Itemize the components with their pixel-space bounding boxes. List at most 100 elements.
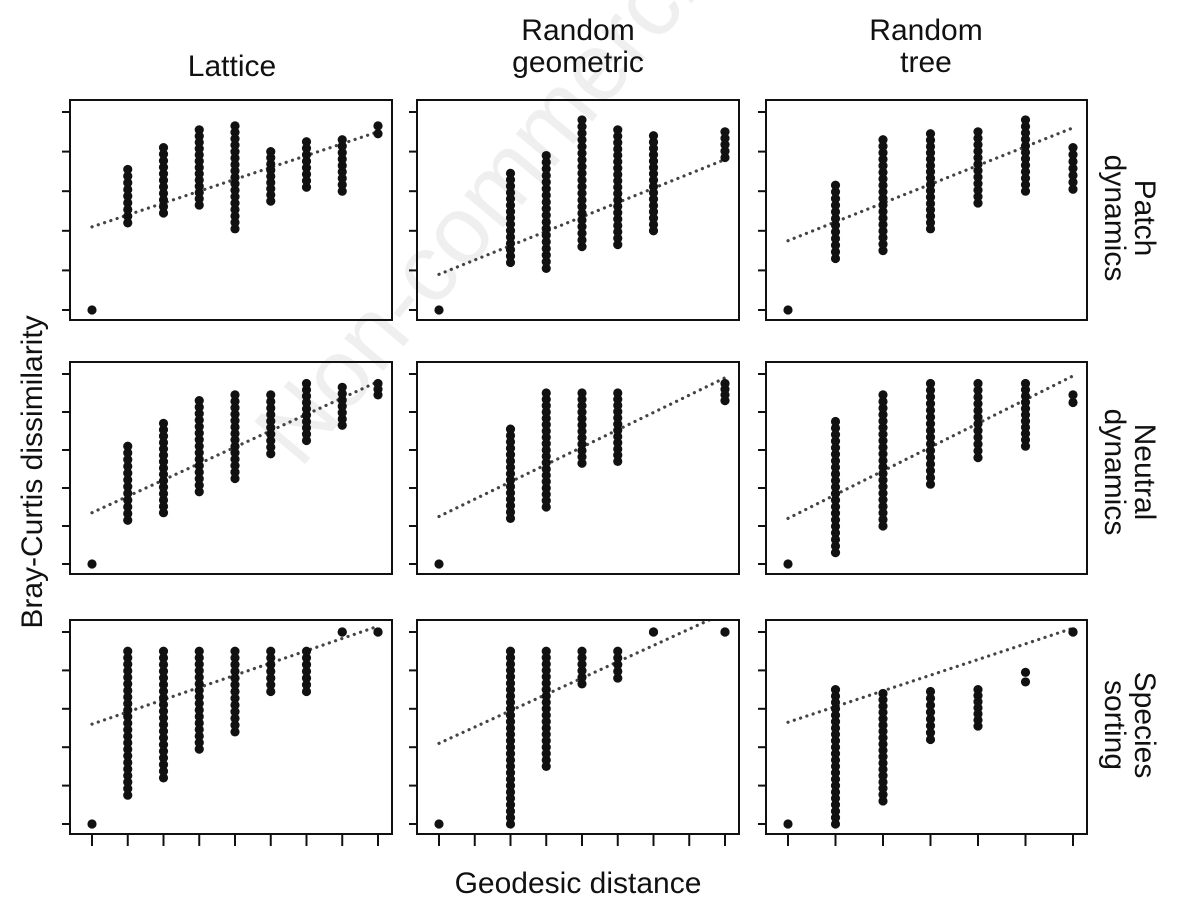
data-point xyxy=(878,148,888,158)
data-point xyxy=(158,162,169,172)
data-point xyxy=(925,160,936,171)
data-point xyxy=(505,697,516,708)
data-point xyxy=(925,173,936,183)
data-point xyxy=(230,153,240,163)
data-point xyxy=(505,653,516,663)
data-point xyxy=(648,200,659,211)
data-point xyxy=(925,211,936,221)
data-point xyxy=(266,429,276,439)
data-point xyxy=(925,135,936,145)
data-point xyxy=(541,502,551,512)
data-point xyxy=(925,472,936,483)
data-point xyxy=(301,680,312,690)
data-point xyxy=(194,698,204,709)
data-point xyxy=(541,197,551,207)
data-point xyxy=(973,146,983,156)
data-point xyxy=(925,452,936,462)
data-point xyxy=(830,768,841,778)
data-point xyxy=(925,167,936,177)
data-point xyxy=(123,482,133,492)
data-point xyxy=(577,148,587,158)
data-point xyxy=(541,672,551,682)
data-point xyxy=(613,163,623,173)
data-point xyxy=(830,193,841,204)
data-point xyxy=(613,214,623,224)
data-point xyxy=(123,475,133,485)
data-point xyxy=(541,177,551,187)
data-point xyxy=(783,559,793,569)
data-point xyxy=(925,432,936,442)
title-line: dynamics xyxy=(1098,155,1131,282)
data-point xyxy=(337,154,347,164)
data-point xyxy=(541,230,551,240)
data-point xyxy=(505,507,516,517)
data-point xyxy=(1020,121,1031,131)
data-point xyxy=(1020,180,1031,190)
data-point xyxy=(158,666,169,676)
data-point xyxy=(925,728,936,738)
data-point xyxy=(925,439,936,449)
data-point xyxy=(878,501,888,511)
data-point xyxy=(194,653,204,663)
data-point xyxy=(973,133,983,143)
data-point xyxy=(541,439,551,449)
data-point xyxy=(648,175,659,185)
data-point xyxy=(577,121,587,132)
data-point xyxy=(613,144,623,154)
data-point xyxy=(337,173,347,183)
data-point xyxy=(337,186,347,196)
data-point xyxy=(123,218,133,228)
data-point xyxy=(541,184,551,194)
title-line: Neutral xyxy=(1128,424,1161,521)
data-point xyxy=(878,714,888,724)
data-point xyxy=(123,455,133,465)
data-point xyxy=(337,135,347,145)
data-point xyxy=(878,246,888,256)
title-line: Patch xyxy=(1128,180,1161,257)
data-point xyxy=(505,238,516,248)
data-point xyxy=(123,653,133,663)
data-point xyxy=(123,777,133,787)
data-point xyxy=(541,190,551,200)
data-point xyxy=(123,712,133,722)
data-point xyxy=(230,409,240,419)
data-point xyxy=(830,200,841,210)
data-point xyxy=(230,666,240,676)
data-point xyxy=(123,164,133,175)
data-point xyxy=(123,725,133,735)
data-point xyxy=(878,752,888,762)
panel-1-2 xyxy=(409,99,740,321)
data-point xyxy=(541,388,551,398)
data-point xyxy=(541,204,551,214)
row-title-species-sorting: Speciessorting xyxy=(1098,672,1161,779)
data-point xyxy=(194,435,204,445)
data-point xyxy=(830,469,841,479)
data-point xyxy=(194,731,204,741)
data-point xyxy=(337,147,347,158)
data-point xyxy=(158,693,169,703)
data-point xyxy=(925,405,936,415)
data-point xyxy=(123,515,133,525)
data-point xyxy=(830,528,841,538)
data-point xyxy=(878,390,888,400)
data-point xyxy=(1020,186,1031,196)
data-point xyxy=(613,157,623,167)
title-line: Random xyxy=(869,14,982,47)
data-point xyxy=(830,180,841,190)
title-line: Random xyxy=(521,14,634,47)
data-point xyxy=(123,679,133,689)
data-point xyxy=(301,423,312,433)
row-title-patch-dynamics: Patchdynamics xyxy=(1098,155,1161,282)
data-point xyxy=(1068,156,1078,167)
data-point xyxy=(230,127,240,137)
data-point xyxy=(230,713,240,724)
data-point xyxy=(123,751,133,761)
data-point xyxy=(648,207,659,217)
data-point xyxy=(301,404,312,414)
data-point xyxy=(123,646,133,656)
data-point xyxy=(505,704,516,714)
data-point xyxy=(230,204,240,215)
panel-frame xyxy=(765,361,1088,575)
data-point xyxy=(230,653,240,663)
data-point xyxy=(878,796,888,806)
